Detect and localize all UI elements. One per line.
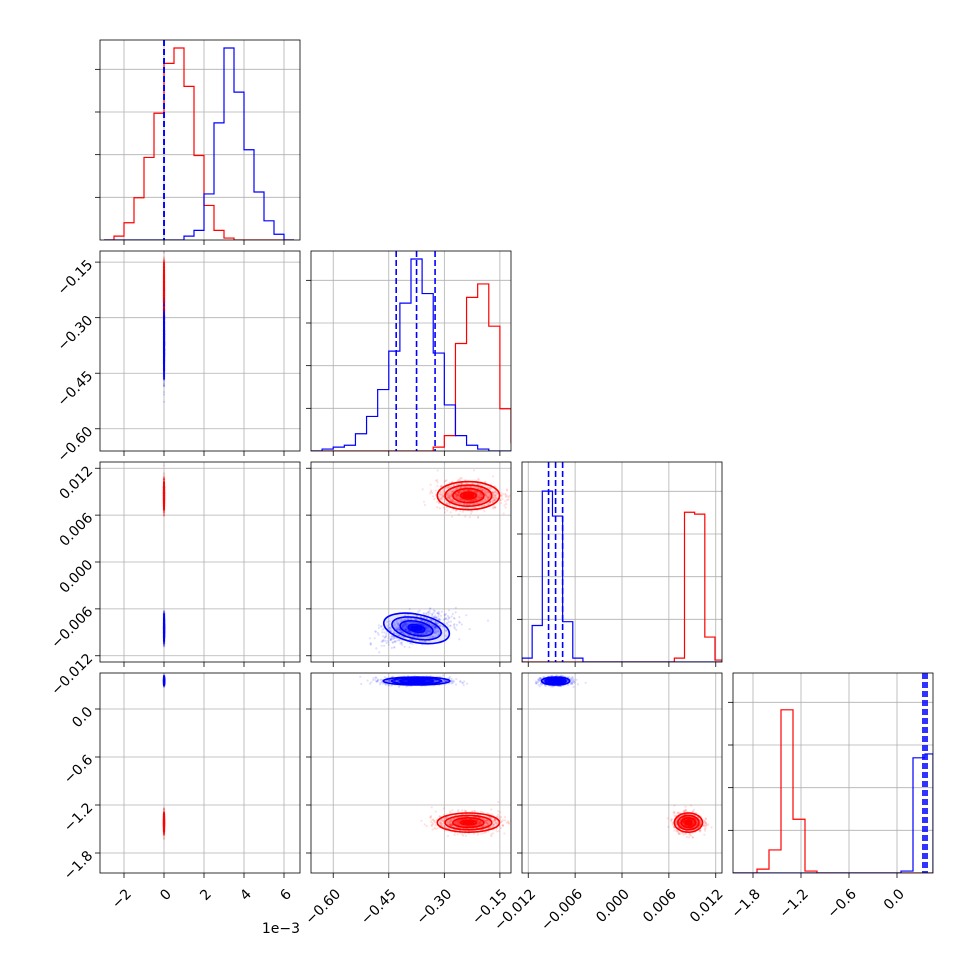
- ticks: [728, 701, 898, 878]
- panel-frame: [99, 672, 301, 874]
- x-tick-label: 0.006: [640, 886, 680, 926]
- x-tick-label: 0.0: [881, 886, 908, 913]
- x-tick-label: −0.30: [414, 886, 456, 928]
- grid: [100, 673, 300, 873]
- scatter-panel: −0.60−0.45−0.30−0.15: [302, 672, 512, 928]
- grid: [100, 251, 300, 451]
- blue-histogram: [104, 47, 294, 240]
- ticks: [95, 68, 285, 245]
- density-peak: [410, 680, 423, 682]
- y-tick-label: −0.6: [61, 752, 96, 787]
- x-tick-label: 0: [157, 886, 175, 904]
- red-histogram: [104, 47, 294, 240]
- y-tick-label: 0.012: [57, 463, 97, 503]
- x-tick-label: 2: [197, 886, 215, 904]
- x-tick-label: −0.45: [358, 886, 400, 928]
- panel-content: [311, 251, 511, 451]
- ticks: [95, 261, 285, 456]
- grid: [311, 462, 511, 662]
- x-tick-label: 6: [277, 886, 295, 904]
- ticks: [306, 467, 501, 667]
- scatter-panel: −2 0 2 4 6 −1.8 −1.2 −0.6 0.0: [61, 672, 301, 912]
- panel-content: [733, 673, 933, 873]
- y-tick-label: −0.60: [55, 424, 97, 466]
- ticks: [306, 708, 501, 878]
- ticks: [306, 279, 501, 456]
- y-tick-label: −0.012: [48, 651, 96, 699]
- x-tick-label: −0.006: [538, 886, 586, 934]
- x-tick-label: 0.000: [593, 886, 633, 926]
- y-tick-label: −0.30: [55, 313, 97, 355]
- blue-histogram: [311, 258, 511, 451]
- ticks: [95, 708, 285, 878]
- panel-content: [534, 674, 713, 839]
- panel-frame: [310, 250, 512, 452]
- y-tick-label: 0.006: [57, 510, 97, 550]
- red-histogram: [733, 709, 933, 873]
- x-tick-label: 0.012: [687, 886, 727, 926]
- x-tick-label: −1.2: [777, 886, 812, 921]
- blue-histogram: [522, 490, 722, 662]
- panel-content: [368, 469, 511, 654]
- density-peak: [685, 820, 691, 825]
- ticks: [517, 490, 717, 667]
- y-tick-label: 0.000: [57, 557, 97, 597]
- y-tick-label: −0.006: [48, 604, 96, 652]
- histogram-panel: −1.8 −1.2 −0.6 0.0: [728, 672, 934, 922]
- density-peak: [410, 625, 423, 631]
- red-histogram: [522, 511, 722, 662]
- density-peak: [462, 493, 474, 499]
- grid: [100, 40, 300, 240]
- panel-content: [359, 674, 511, 838]
- ticks: [517, 708, 717, 878]
- scatter-panel: −0.012−0.006 0.000 0.006 0.012: [48, 461, 301, 699]
- y-tick-label: −0.15: [55, 257, 97, 299]
- grid: [522, 673, 722, 873]
- y-tick-label: −0.45: [55, 368, 97, 410]
- panel-content: [104, 40, 294, 240]
- ticks: [95, 467, 285, 667]
- grid: [100, 462, 300, 662]
- panel-frame: [310, 672, 512, 874]
- density-peak: [462, 820, 474, 825]
- panel-content: [162, 251, 166, 403]
- x-tick-label: −0.6: [825, 886, 860, 921]
- scatter-panel: −0.60 −0.45 −0.30 −0.15: [55, 250, 301, 466]
- y-tick-label: −1.2: [61, 800, 96, 835]
- grid: [311, 673, 511, 873]
- x-tick-label: −1.8: [729, 886, 764, 921]
- histogram-panel: [306, 250, 512, 456]
- y-tick-label: 0.0: [69, 704, 96, 731]
- blue-histogram: [733, 753, 933, 873]
- scatter-panel: [306, 461, 512, 667]
- x-offset-label: 1e−3: [262, 921, 300, 937]
- histogram-panel: [517, 461, 723, 667]
- y-tick-label: −1.8: [61, 848, 96, 883]
- panel-frame: [99, 250, 301, 452]
- panel-frame: [99, 39, 301, 241]
- grid: [733, 673, 933, 873]
- histogram-panel: [95, 39, 301, 245]
- x-tick-label: −0.60: [302, 886, 344, 928]
- x-tick-label: 4: [237, 886, 255, 904]
- x-tick-label: −2: [109, 886, 135, 912]
- panel-content: [162, 464, 166, 648]
- panel-frame: [732, 672, 934, 874]
- panel-content: [522, 462, 722, 662]
- panel-content: [162, 673, 166, 840]
- red-histogram: [311, 283, 511, 451]
- density-peak: [553, 680, 559, 682]
